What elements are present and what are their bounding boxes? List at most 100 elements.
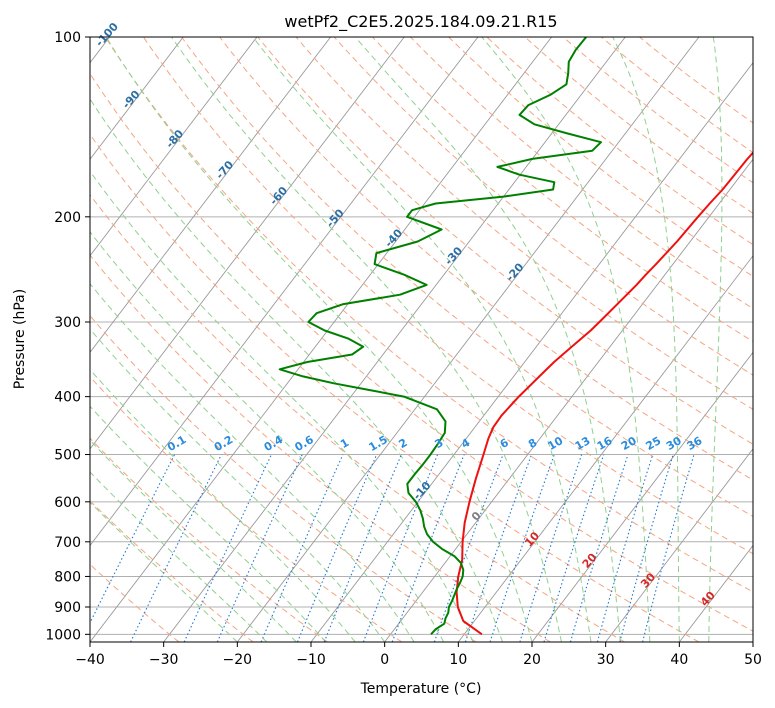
mixing-ratio-label: 4 bbox=[459, 436, 472, 451]
moist-adiabat bbox=[171, 37, 562, 642]
chart-title: wetPf2_C2E5.2025.184.09.21.R15 bbox=[284, 12, 557, 32]
dry-adiabat bbox=[90, 375, 402, 642]
mixing-ratio-line bbox=[130, 454, 222, 642]
mixing-ratio-line bbox=[183, 454, 272, 642]
dry-adiabat bbox=[90, 194, 625, 642]
mixing-ratio-label: 1.5 bbox=[367, 433, 390, 454]
isotherm-line bbox=[605, 448, 753, 642]
moist-adiabat bbox=[90, 501, 238, 642]
mixing-ratio-label: 13 bbox=[573, 434, 593, 453]
isotherm-line bbox=[236, 37, 700, 642]
dry-adiabat bbox=[333, 37, 753, 376]
isotherm-label: -50 bbox=[324, 206, 347, 230]
dry-adiabat bbox=[486, 37, 753, 246]
y-tick-label: 600 bbox=[54, 495, 81, 511]
dry-adiabat bbox=[524, 37, 753, 214]
isotherm-label: -100 bbox=[93, 20, 121, 49]
mixing-ratio-line bbox=[596, 454, 654, 642]
dewpoint-profile bbox=[278, 37, 602, 635]
x-tick-label: −10 bbox=[296, 652, 326, 668]
isotherm-label: -90 bbox=[120, 88, 143, 112]
plot-frame bbox=[89, 36, 754, 643]
dry-adiabat bbox=[448, 37, 753, 277]
mixing-ratio-label: 0.6 bbox=[292, 433, 316, 454]
x-tick-label: 30 bbox=[597, 652, 615, 668]
isotherm-line bbox=[384, 158, 753, 642]
y-tick-label: 300 bbox=[54, 315, 81, 331]
x-tick-label: 50 bbox=[744, 652, 762, 668]
moist-adiabat bbox=[252, 37, 592, 642]
isotherm-line bbox=[90, 37, 552, 642]
dry-adiabat bbox=[90, 254, 551, 642]
mixing-ratio-label: 6 bbox=[498, 436, 511, 451]
y-tick-label: 500 bbox=[54, 448, 81, 464]
mixing-ratio-line bbox=[90, 454, 176, 624]
mixing-ratio-line bbox=[216, 454, 303, 642]
dry-adiabat bbox=[257, 37, 753, 445]
isotherm-label: -30 bbox=[442, 244, 465, 268]
x-tick-label: 10 bbox=[449, 652, 467, 668]
moist-adiabat bbox=[90, 170, 474, 642]
moist-adiabat bbox=[90, 98, 503, 642]
mixing-ratio-line bbox=[642, 454, 695, 642]
mixing-ratio-line bbox=[489, 454, 555, 642]
y-axis-label: Pressure (hPa) bbox=[12, 289, 28, 389]
isotherm-line bbox=[90, 37, 479, 547]
mixing-ratio-line bbox=[433, 454, 504, 642]
mixing-ratio-line bbox=[296, 454, 378, 642]
moist-adiabat bbox=[90, 405, 327, 642]
y-tick-label: 200 bbox=[54, 210, 81, 226]
y-tick-label: 1000 bbox=[45, 627, 81, 643]
y-tick-label: 700 bbox=[54, 535, 81, 551]
isotherm-line bbox=[90, 37, 184, 160]
dry-adiabat bbox=[639, 37, 753, 124]
dry-adiabat bbox=[90, 72, 753, 632]
dry-adiabat bbox=[90, 499, 254, 642]
x-tick-label: −40 bbox=[75, 652, 105, 668]
isotherm-line bbox=[90, 37, 405, 450]
isotherm-label: -70 bbox=[213, 158, 236, 182]
dry-adiabat bbox=[104, 37, 753, 593]
mixing-ratio-label: 36 bbox=[685, 434, 705, 453]
y-tick-label: 800 bbox=[54, 569, 81, 585]
moist-adiabat bbox=[90, 368, 356, 642]
isotherm-line bbox=[678, 544, 753, 642]
moist-adiabat bbox=[481, 37, 651, 642]
moist-adiabat bbox=[105, 37, 533, 642]
dry-adiabat bbox=[295, 37, 753, 410]
isotherm-label: -60 bbox=[267, 184, 290, 208]
mixing-ratio-label: 8 bbox=[526, 436, 539, 451]
mixing-ratio-line bbox=[323, 454, 402, 642]
x-tick-label: 0 bbox=[380, 652, 389, 668]
mixing-ratio-label: 16 bbox=[595, 434, 615, 453]
dry-adiabat bbox=[562, 37, 753, 184]
isotherm-label: -20 bbox=[504, 260, 527, 284]
x-tick-label: −30 bbox=[149, 652, 179, 668]
mixing-ratio-line bbox=[260, 454, 344, 642]
mixing-ratio-line bbox=[619, 454, 674, 642]
moist-adiabat bbox=[90, 328, 386, 642]
mixing-ratio-label: 25 bbox=[644, 434, 664, 453]
x-axis: −40 −30 −20 −10 0 10 20 30 40 50 bbox=[75, 642, 762, 668]
mixing-ratio-line bbox=[464, 454, 533, 642]
mixing-ratio-line bbox=[391, 454, 465, 642]
isotherm-line bbox=[310, 61, 753, 642]
moist-adiabat bbox=[354, 37, 621, 642]
dry-adiabat bbox=[90, 563, 180, 642]
dry-adiabat bbox=[219, 37, 753, 481]
mixing-ratio-line bbox=[569, 454, 629, 642]
isotherm-line bbox=[531, 351, 753, 642]
isotherm-label: 0 bbox=[469, 509, 484, 524]
isotherm-label: 10 bbox=[522, 529, 542, 549]
y-axis: 100 200 300 400 500 600 700 800 900 1000 bbox=[45, 30, 90, 643]
x-tick-label: −20 bbox=[223, 652, 253, 668]
moist-adiabat bbox=[90, 282, 415, 642]
mixing-ratio-label: 20 bbox=[619, 434, 639, 453]
mixing-ratio-label: 0.1 bbox=[165, 433, 188, 454]
isotherm-line bbox=[90, 37, 331, 354]
temperature-profile bbox=[455, 151, 753, 636]
isotherm-label: 30 bbox=[638, 570, 658, 590]
isotherm-line bbox=[90, 37, 258, 257]
mixing-ratio-label: 2 bbox=[396, 436, 409, 451]
